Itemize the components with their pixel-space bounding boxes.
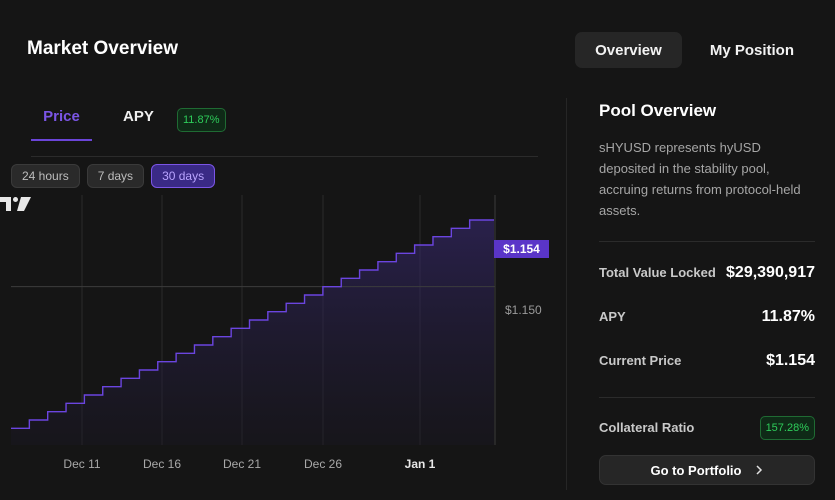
top-tabs: Overview My Position: [575, 32, 814, 68]
divider: [599, 241, 815, 242]
divider: [599, 397, 815, 398]
pool-description: sHYUSD represents hyUSD deposited in the…: [599, 140, 801, 218]
tab-overview[interactable]: Overview: [575, 32, 682, 68]
range-30d-button[interactable]: 30 days: [151, 164, 216, 188]
go-to-portfolio-label: Go to Portfolio: [650, 462, 742, 478]
go-to-portfolio-button[interactable]: Go to Portfolio: [599, 455, 815, 485]
current-price-value: $1.154: [766, 352, 815, 369]
pool-overview-title: Pool Overview: [599, 101, 717, 120]
tradingview-logo-icon: [0, 197, 31, 211]
current-price-tag: $1.154: [494, 240, 549, 258]
tvl-value: $29,390,917: [726, 264, 815, 281]
apy-label: APY: [599, 309, 626, 324]
x-tick-label: Dec 26: [303, 457, 343, 471]
panel-divider: [566, 98, 567, 490]
range-7d-button[interactable]: 7 days: [86, 164, 145, 188]
collateral-ratio-label: Collateral Ratio: [599, 420, 695, 435]
range-24h-button[interactable]: 24 hours: [11, 164, 80, 188]
x-tick-label: Dec 16: [142, 457, 182, 471]
x-tick-label: Dec 11: [63, 457, 101, 471]
apy-value: 11.87%: [761, 308, 815, 325]
reference-price-label: $1.150: [505, 303, 542, 317]
collateral-ratio-badge: 157.28%: [759, 416, 815, 440]
tvl-label: Total Value Locked: [599, 265, 716, 280]
apy-badge: 11.87%: [177, 108, 226, 132]
x-tick-label: Dec 21: [222, 457, 262, 471]
tab-apy[interactable]: APY: [123, 108, 154, 125]
tab-price[interactable]: Price: [31, 108, 92, 141]
chevron-right-icon: [756, 465, 763, 475]
range-selector: 24 hours 7 days 30 days: [11, 164, 216, 188]
price-line: [11, 219, 494, 430]
page-title: Market Overview: [27, 38, 179, 59]
price-chart-svg: [11, 195, 496, 445]
current-price-label: Current Price: [599, 353, 682, 368]
tab-my-position[interactable]: My Position: [709, 41, 794, 59]
x-tick-label: Jan 1: [404, 457, 436, 471]
chart-tabs: Price APY 11.87%: [31, 98, 538, 157]
price-chart[interactable]: $1.154 $1.150 Dec 11 Dec 16 Dec 21 Dec 2…: [0, 195, 560, 485]
price-area: [11, 220, 494, 445]
